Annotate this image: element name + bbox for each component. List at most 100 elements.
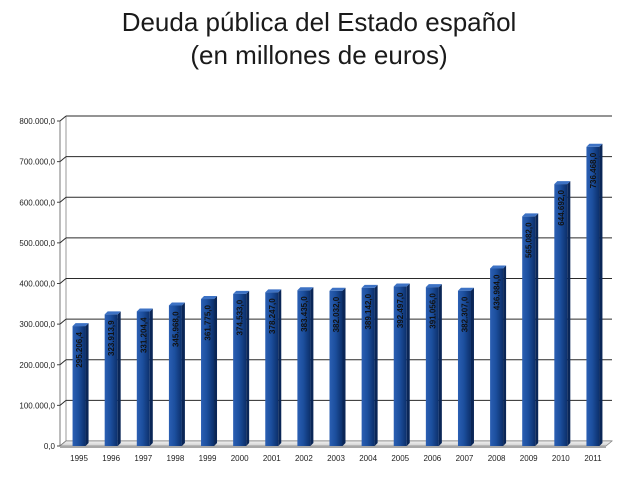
data-label: 374.533,0	[236, 299, 245, 335]
bar-front	[201, 299, 215, 446]
data-label: 382.307,0	[460, 296, 469, 332]
x-tick-label: 1999	[199, 454, 217, 463]
bar-front	[361, 287, 375, 446]
bar-front	[72, 326, 86, 446]
bar-front	[136, 311, 150, 446]
x-tick-label: 2011	[584, 454, 602, 463]
bar-2011: 736.468,0	[586, 143, 603, 446]
bar-1999: 361.775,0	[201, 296, 218, 446]
x-tick-label: 1998	[167, 454, 185, 463]
bar-side	[599, 143, 603, 446]
data-label: 389.142,0	[364, 293, 373, 329]
bar-side	[535, 213, 539, 446]
bar-top	[425, 284, 442, 288]
data-label: 736.468,0	[589, 152, 598, 188]
bar-2005: 392.497,0	[393, 283, 410, 446]
floor-edge	[60, 446, 606, 448]
gridline-depth	[59, 278, 67, 284]
bar-side	[85, 323, 89, 446]
bar-top	[136, 308, 153, 312]
bar-2000: 374.533,0	[233, 290, 250, 446]
x-tick-label: 2000	[231, 454, 249, 463]
bar-top	[72, 323, 89, 327]
chart-title: Deuda pública del Estado español (en mil…	[0, 6, 638, 72]
bar-side	[470, 287, 474, 446]
gridline-depth	[59, 318, 67, 325]
bar-front	[522, 216, 536, 446]
gridline-depth	[59, 196, 67, 203]
chart-title-line-2: (en millones de euros)	[190, 40, 448, 70]
data-label: 391.056,0	[428, 293, 437, 329]
data-label: 382.032,0	[332, 296, 341, 332]
bar-2002: 383.435,0	[297, 287, 314, 446]
bar-side	[214, 296, 218, 446]
bar-top	[393, 283, 410, 287]
x-tick-label: 2006	[423, 454, 441, 463]
data-label: 644.692,0	[557, 190, 566, 226]
bar-front	[425, 287, 439, 446]
bar-front	[297, 290, 311, 446]
data-label: 345.968,0	[171, 311, 180, 347]
y-tick-label: 0,0	[44, 442, 56, 451]
y-tick-label: 600.000,0	[19, 198, 55, 207]
bars: 295.206,4 323.913,9 331.204,4 345.968,0 361.…	[72, 143, 603, 446]
bar-top	[265, 289, 282, 293]
bar-side	[503, 265, 507, 446]
bar-2009: 565.082,0	[522, 213, 539, 446]
bar-front	[457, 290, 471, 446]
bar-2001: 378.247,0	[265, 289, 282, 446]
x-tick-label: 1997	[134, 454, 152, 463]
y-tick-label: 400.000,0	[19, 280, 55, 289]
bar-front	[554, 184, 568, 446]
bar-1997: 331.204,4	[136, 308, 153, 446]
bar-side	[310, 287, 314, 446]
y-tick-label: 100.000,0	[19, 401, 55, 410]
bar-side	[149, 308, 153, 446]
bar-front	[490, 268, 504, 446]
bar-side	[117, 311, 121, 446]
y-tick-label: 800.000,0	[19, 117, 55, 126]
data-label: 323.913,9	[107, 320, 116, 356]
data-label: 361.775,0	[204, 304, 213, 340]
bar-top	[522, 213, 539, 217]
bar-1995: 295.206,4	[72, 323, 89, 446]
y-tick-label: 700.000,0	[19, 158, 55, 167]
y-tick-label: 200.000,0	[19, 361, 55, 370]
gridline-depth	[59, 237, 67, 244]
bar-front	[265, 292, 279, 446]
x-tick-label: 2003	[327, 454, 345, 463]
bar-2007: 382.307,0	[457, 287, 474, 446]
bar-top	[490, 265, 507, 269]
bar-1998: 345.968,0	[168, 302, 185, 446]
bar-top	[104, 311, 121, 315]
bar-front	[329, 290, 343, 446]
data-label: 331.204,4	[139, 317, 148, 353]
bar-side	[181, 302, 185, 446]
gridline-depth	[59, 359, 67, 366]
bar-side	[406, 283, 410, 446]
x-tick-label: 2002	[295, 454, 313, 463]
gridline-depth	[59, 115, 67, 122]
bar-side	[567, 181, 571, 446]
bar-top	[361, 284, 378, 288]
bar-2003: 382.032,0	[329, 287, 346, 446]
bar-top	[168, 302, 185, 306]
bar-side	[246, 290, 250, 446]
bar-top	[297, 287, 314, 291]
gridline-depth	[59, 399, 67, 406]
bar-side	[278, 289, 282, 446]
data-label: 295.206,4	[75, 332, 84, 368]
bar-2004: 389.142,0	[361, 284, 378, 446]
bar-front	[233, 293, 247, 446]
bar-front	[586, 146, 600, 446]
y-tick-label: 300.000,0	[19, 320, 55, 329]
x-axis: 1995 1996 1997 1998 1999 2000 2001 2002 2003 2004…	[70, 454, 602, 463]
bar-front	[393, 286, 407, 446]
bar-top	[329, 287, 346, 291]
bar-top	[554, 181, 571, 185]
data-label: 392.497,0	[396, 292, 405, 328]
bar-top	[586, 143, 603, 147]
x-tick-label: 2007	[456, 454, 474, 463]
y-tick-label: 500.000,0	[19, 239, 55, 248]
x-tick-label: 2008	[488, 454, 506, 463]
